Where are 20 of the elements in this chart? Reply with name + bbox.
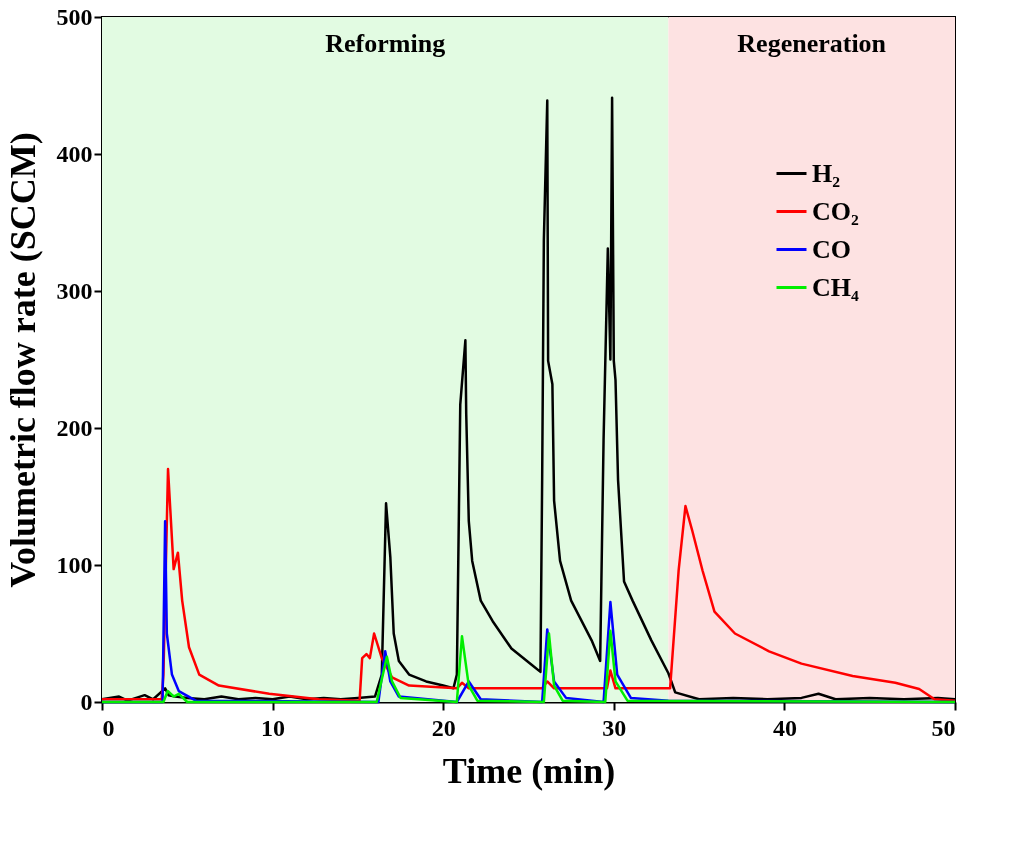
x-tick-label: 20 bbox=[431, 714, 456, 741]
legend-label: CH₄ bbox=[812, 272, 859, 302]
x-tick-label: 0 bbox=[102, 714, 115, 741]
x-tick-label: 10 bbox=[261, 714, 286, 741]
y-tick-label: 400 bbox=[56, 140, 93, 167]
x-tick-label: 40 bbox=[772, 714, 797, 741]
y-tick-label: 300 bbox=[56, 277, 93, 304]
legend-label: CO bbox=[812, 234, 851, 264]
band-label: Regeneration bbox=[737, 29, 887, 58]
y-tick-label: 100 bbox=[56, 551, 93, 578]
x-tick-label: 30 bbox=[602, 714, 627, 741]
x-axis-title: Time (min) bbox=[442, 750, 616, 791]
legend-label: H₂ bbox=[812, 158, 841, 188]
y-tick-label: 0 bbox=[80, 688, 93, 715]
y-axis-title: Volumetric flow rate (SCCM) bbox=[2, 132, 43, 588]
y-tick-label: 200 bbox=[56, 414, 93, 441]
x-tick-label: 50 bbox=[931, 714, 956, 741]
band-label: Reforming bbox=[325, 29, 446, 58]
y-tick-label: 500 bbox=[56, 3, 93, 30]
legend-label: CO₂ bbox=[812, 196, 859, 226]
